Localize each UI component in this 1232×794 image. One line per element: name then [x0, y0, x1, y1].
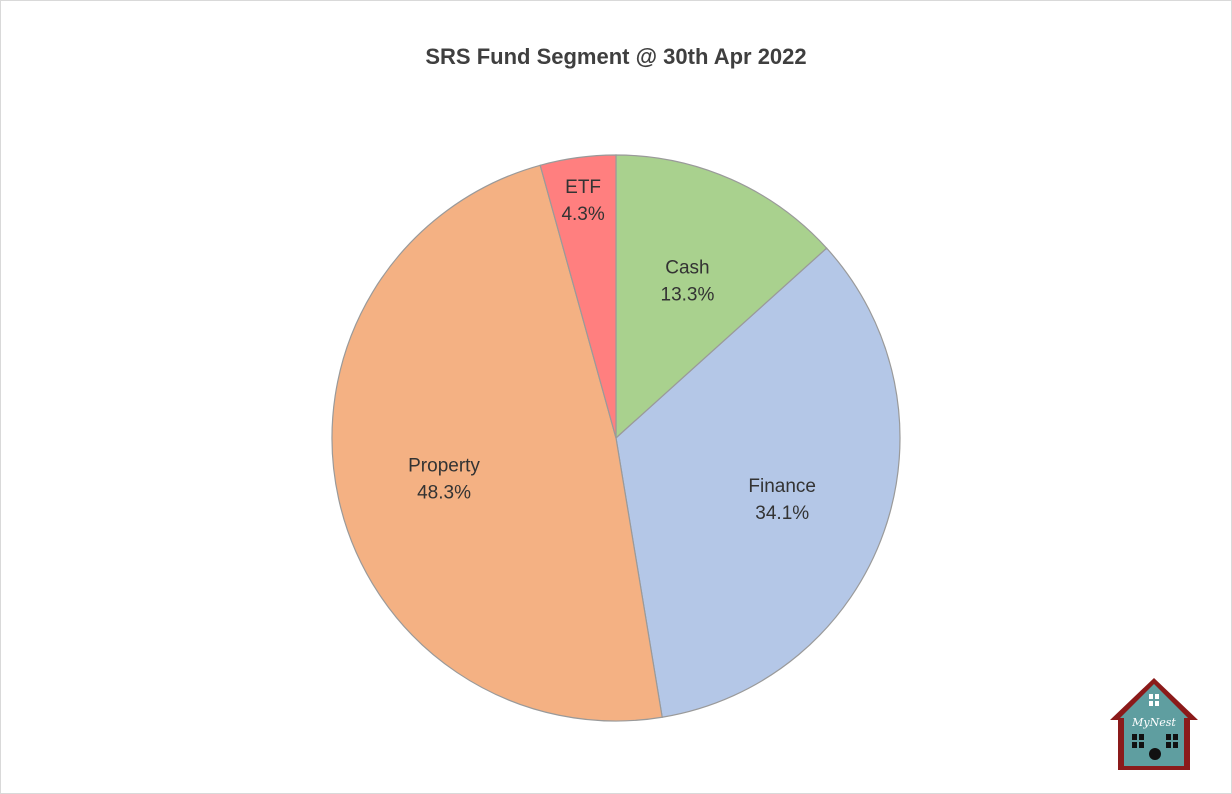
- mynest-logo: MyNest: [1110, 678, 1198, 770]
- slice-label-finance: Finance: [748, 476, 816, 497]
- pie-slice-cash: [615, 154, 828, 440]
- svg-text:MyNest: MyNest: [1131, 716, 1176, 729]
- chart-title: SRS Fund Segment @ 30th Apr 2022: [425, 44, 807, 69]
- slice-value-property: 48.3%: [417, 483, 471, 504]
- pie-slice-etf: [539, 154, 617, 439]
- slice-label-property: Property: [408, 456, 480, 477]
- pie-slice-property: [331, 164, 663, 722]
- pie-slices: [331, 154, 901, 722]
- pie-labels: Cash 13.3% Finance 34.1% Property 48.3% ETF 4.3…: [408, 177, 816, 524]
- slice-value-finance: 34.1%: [755, 503, 809, 524]
- slice-label-etf: ETF: [565, 177, 601, 198]
- slice-label-cash: Cash: [665, 258, 709, 279]
- pie-slice-finance: [615, 247, 901, 718]
- slice-value-etf: 4.3%: [561, 204, 604, 225]
- slice-value-cash: 13.3%: [661, 285, 715, 306]
